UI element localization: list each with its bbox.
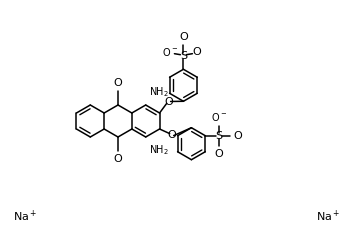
Text: O: O	[233, 131, 242, 141]
Text: Na$^+$: Na$^+$	[316, 208, 340, 224]
Text: NH$_2$: NH$_2$	[149, 143, 169, 157]
Text: S: S	[180, 51, 187, 61]
Text: O$^-$: O$^-$	[211, 111, 227, 123]
Text: Na$^+$: Na$^+$	[13, 208, 37, 224]
Text: O: O	[179, 32, 188, 42]
Text: O: O	[114, 154, 122, 164]
Text: O: O	[114, 78, 122, 88]
Text: O$^-$: O$^-$	[162, 46, 179, 58]
Text: O: O	[164, 97, 173, 108]
Text: NH$_2$: NH$_2$	[149, 85, 169, 99]
Text: O: O	[215, 149, 223, 159]
Text: O: O	[192, 47, 201, 57]
Text: S: S	[215, 131, 222, 141]
Text: O: O	[167, 130, 176, 139]
